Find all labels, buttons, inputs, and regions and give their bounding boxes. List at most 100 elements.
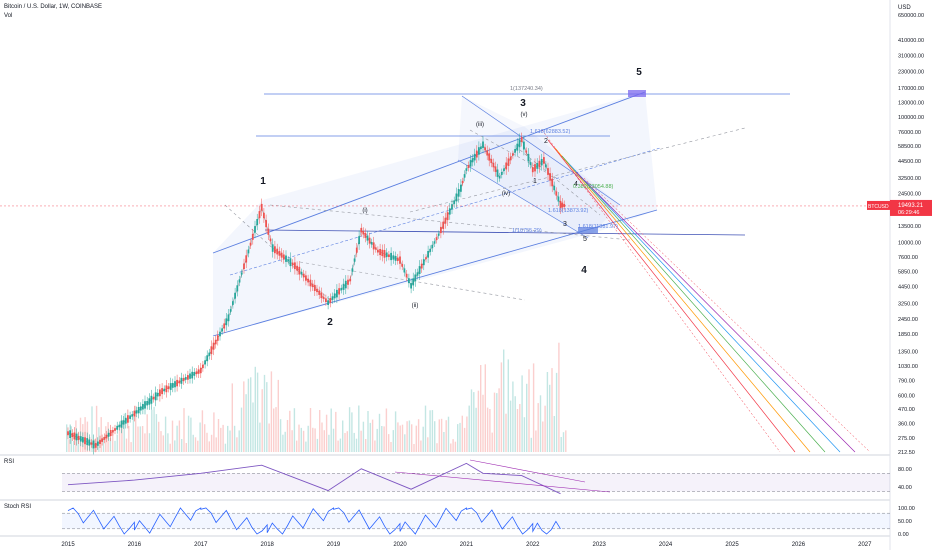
candle <box>105 430 108 443</box>
candle <box>392 251 395 264</box>
volume-bar <box>321 422 323 452</box>
candle <box>280 248 283 263</box>
candle <box>329 293 332 308</box>
candle-body <box>116 425 119 430</box>
volume-bar <box>496 393 498 452</box>
wave-label: 1 <box>260 176 266 187</box>
x-tick-label: 2024 <box>659 542 673 548</box>
candle <box>353 254 356 266</box>
volume-bar <box>98 427 100 452</box>
volume-bar <box>277 379 279 452</box>
volume-bar <box>422 426 424 452</box>
candle-body <box>178 380 181 384</box>
x-tick-label: 2017 <box>194 542 208 548</box>
candle <box>490 154 493 168</box>
volume-bar <box>447 416 450 452</box>
volume-bar <box>353 432 355 452</box>
candle-body <box>385 252 388 258</box>
volume-bar <box>342 420 344 452</box>
candle <box>540 153 543 171</box>
candle <box>291 259 294 269</box>
candle-body <box>291 262 294 266</box>
volume-bar <box>503 349 505 452</box>
candle <box>492 158 495 172</box>
candle-body <box>274 246 276 254</box>
candle <box>318 286 321 299</box>
x-tick-label: 2022 <box>526 542 540 548</box>
candle <box>139 402 142 415</box>
volume-bar <box>305 441 307 452</box>
volume-bar <box>296 440 298 452</box>
volume-bar <box>438 419 440 452</box>
y-tick-label: 24500.00 <box>898 192 921 198</box>
volume-bar <box>404 434 406 452</box>
candle-body <box>518 139 521 148</box>
candle <box>446 206 449 226</box>
candle <box>475 145 478 163</box>
volume-bar <box>167 433 169 452</box>
candle-body <box>71 433 74 437</box>
candle <box>410 278 412 294</box>
candle-body <box>318 290 321 295</box>
candle-body <box>561 202 564 208</box>
y-tick-label: 230000.00 <box>898 70 924 76</box>
candle <box>374 244 377 253</box>
candle <box>208 348 211 360</box>
candle-body <box>120 420 123 428</box>
candle-body <box>347 279 349 285</box>
candle <box>71 429 74 441</box>
volume-bar <box>562 432 565 452</box>
candle-body <box>388 254 390 257</box>
volume-bar <box>268 423 270 452</box>
candle-body <box>144 401 146 409</box>
candle-body <box>422 259 425 266</box>
candle <box>197 365 200 378</box>
candle <box>122 416 125 429</box>
volume-bar <box>300 427 302 452</box>
volume-bar <box>254 366 256 452</box>
volume-bar <box>286 420 289 452</box>
candle-body <box>509 156 512 161</box>
candle <box>289 252 292 273</box>
volume-bar <box>247 378 250 452</box>
candle <box>305 270 307 286</box>
volume-bar <box>263 374 266 452</box>
y-tick-label: 58500.00 <box>898 144 921 150</box>
volume-bar <box>309 408 312 452</box>
candle-body <box>84 437 86 445</box>
rsi-tick-label: 40.00 <box>898 485 912 491</box>
candle <box>129 411 131 423</box>
candle <box>377 246 379 256</box>
candle-body <box>327 300 329 305</box>
candle-body <box>103 436 106 440</box>
candle <box>249 239 252 249</box>
wave-label: 4 <box>574 181 578 188</box>
candle <box>414 269 417 287</box>
price-tag-symbol: BTCUSD <box>868 204 889 210</box>
candle-body <box>88 439 91 446</box>
volume-bar <box>399 425 401 452</box>
candle-body <box>99 439 101 444</box>
candle <box>385 248 388 262</box>
volume-bar <box>397 422 399 452</box>
candle-body <box>216 335 219 341</box>
volume-bar <box>509 400 512 452</box>
candle <box>144 395 146 415</box>
candle-body <box>204 360 206 365</box>
candle <box>223 318 226 333</box>
candle <box>245 249 248 269</box>
candle <box>555 187 558 200</box>
candle-body <box>307 278 309 283</box>
volume-bar <box>429 410 431 452</box>
candle <box>520 132 523 147</box>
volume-bar <box>298 424 300 452</box>
volume-bar <box>176 425 178 452</box>
candle-body <box>139 406 142 411</box>
candle <box>488 147 491 167</box>
candle <box>412 272 415 291</box>
candle <box>366 230 369 246</box>
volume-bar <box>532 363 535 452</box>
candle-body <box>243 263 245 269</box>
